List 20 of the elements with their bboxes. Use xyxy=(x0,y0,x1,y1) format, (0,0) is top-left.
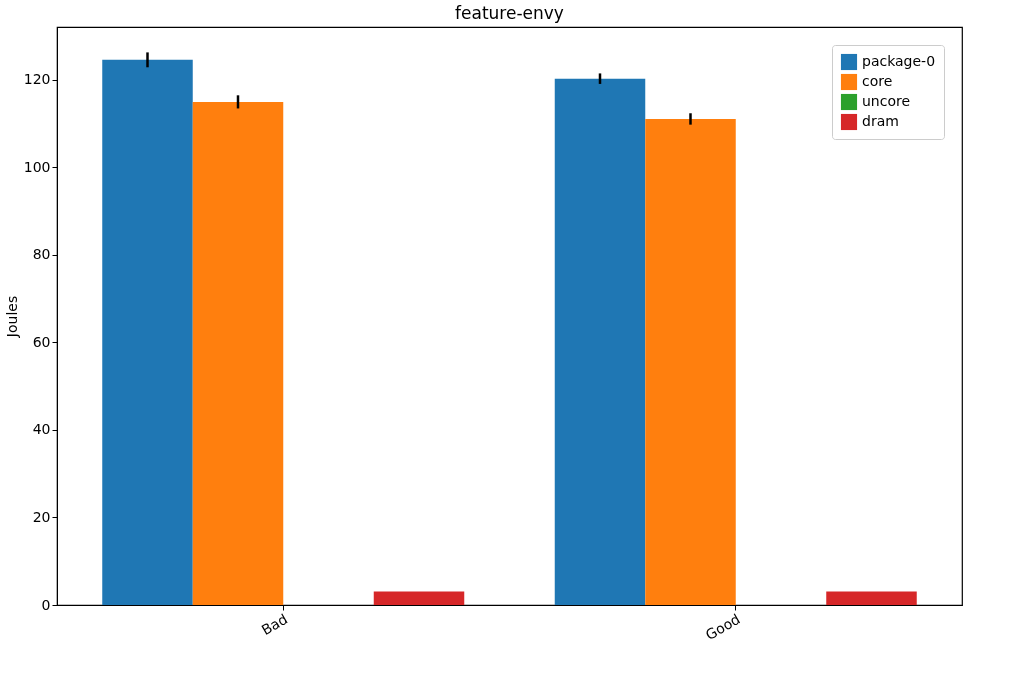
y-tick-label: 20 xyxy=(32,508,51,525)
bar xyxy=(645,118,736,605)
y-tick-label: 120 xyxy=(23,71,51,88)
y-tick-label: 0 xyxy=(41,596,51,613)
y-tick-label: 60 xyxy=(32,333,51,350)
legend-label: dram xyxy=(862,113,899,129)
bar xyxy=(192,101,284,605)
x-tick-label: Bad xyxy=(258,610,291,639)
bar xyxy=(373,591,465,605)
y-tick-label: 100 xyxy=(23,158,51,175)
bar xyxy=(826,591,917,605)
legend-label: uncore xyxy=(862,93,911,109)
bar xyxy=(102,59,193,605)
y-tick-label: 40 xyxy=(32,421,51,438)
legend-label: package-0 xyxy=(862,53,936,69)
legend-label: core xyxy=(862,73,893,89)
bar xyxy=(554,78,646,605)
y-tick-label: 80 xyxy=(32,246,51,263)
y-axis-title: Joules xyxy=(3,295,20,339)
chart-title: feature-envy xyxy=(455,3,564,23)
